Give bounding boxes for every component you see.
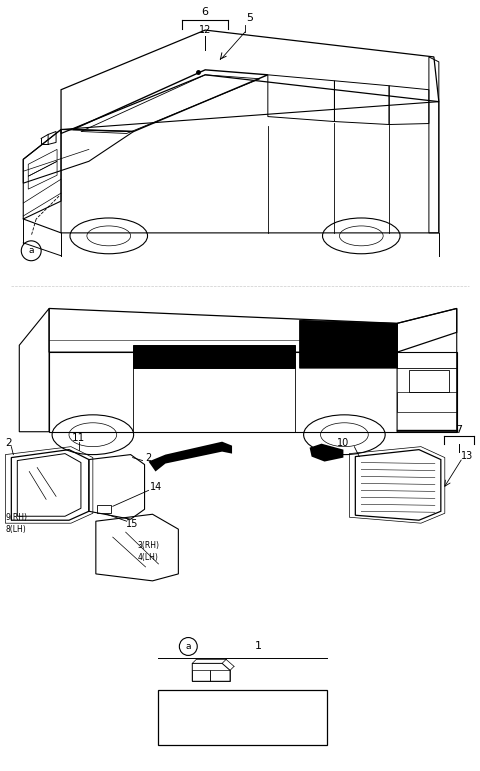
Text: 1: 1 — [254, 641, 262, 651]
Text: 15: 15 — [126, 519, 139, 529]
Text: 13: 13 — [460, 450, 473, 460]
Polygon shape — [148, 442, 232, 472]
Text: 9(RH): 9(RH) — [5, 513, 27, 522]
Text: 14: 14 — [150, 483, 163, 493]
Text: 11: 11 — [72, 433, 85, 443]
Text: 10: 10 — [337, 438, 349, 448]
Text: 8(LH): 8(LH) — [5, 524, 26, 534]
Text: 12: 12 — [199, 25, 211, 35]
Text: 2: 2 — [5, 438, 12, 448]
Polygon shape — [310, 443, 343, 462]
Text: a: a — [28, 246, 34, 255]
Text: 4(LH): 4(LH) — [138, 553, 159, 561]
Polygon shape — [132, 345, 295, 368]
Polygon shape — [300, 321, 397, 368]
Text: 3(RH): 3(RH) — [138, 540, 159, 550]
Text: 5: 5 — [246, 13, 253, 23]
Text: 2: 2 — [145, 453, 152, 463]
Bar — [158, 690, 327, 745]
Text: 7: 7 — [455, 425, 462, 435]
Text: a: a — [186, 642, 191, 651]
Text: 6: 6 — [202, 7, 209, 17]
